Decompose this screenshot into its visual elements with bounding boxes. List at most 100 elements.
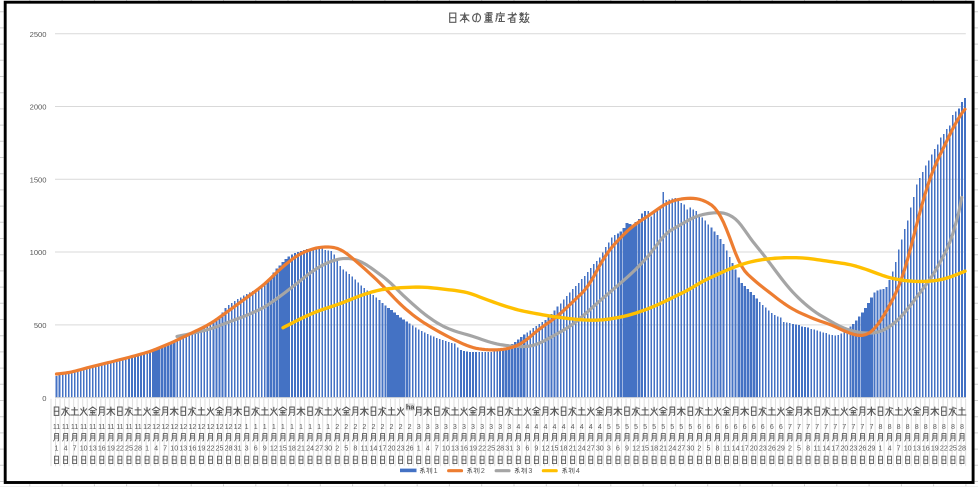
svg-text:4: 4 [553,423,557,431]
svg-text:11: 11 [62,423,69,431]
svg-text:20: 20 [750,444,758,452]
svg-text:4: 4 [589,423,593,431]
svg-text:12: 12 [179,423,187,431]
svg-text:3: 3 [507,423,511,431]
svg-text:12: 12 [632,444,640,452]
svg-text:7: 7 [163,444,167,452]
svg-text:24: 24 [578,444,586,452]
svg-text:10: 10 [170,444,178,452]
svg-text:21: 21 [297,444,305,452]
svg-text:11: 11 [89,423,96,431]
svg-text:3: 3 [426,423,430,431]
svg-text:2: 2 [390,423,394,431]
svg-text:19: 19 [107,444,115,452]
svg-text:8: 8 [888,423,892,431]
svg-text:ha: ha [406,403,416,412]
svg-text:20: 20 [840,444,848,452]
svg-text:6: 6 [254,444,258,452]
svg-text:4: 4 [64,444,68,452]
svg-text:28: 28 [496,444,504,452]
svg-text:2: 2 [335,423,339,431]
svg-text:1: 1 [308,423,312,431]
svg-text:3: 3 [480,423,484,431]
svg-text:8: 8 [806,444,810,452]
svg-text:4: 4 [571,423,575,431]
svg-text:7: 7 [797,423,801,431]
svg-text:28: 28 [225,444,233,452]
svg-text:4: 4 [525,423,529,431]
svg-text:2: 2 [381,423,385,431]
svg-text:19: 19 [197,444,205,452]
svg-text:11: 11 [53,423,60,431]
svg-text:14: 14 [369,444,377,452]
svg-text:26: 26 [768,444,776,452]
svg-text:4: 4 [580,423,584,431]
svg-text:18: 18 [650,444,658,452]
svg-text:12: 12 [188,423,196,431]
svg-text:4: 4 [598,423,602,431]
svg-text:1: 1 [245,423,249,431]
svg-text:22: 22 [478,444,486,452]
svg-text:2: 2 [408,423,412,431]
svg-text:16: 16 [460,444,468,452]
svg-text:1: 1 [317,423,321,431]
svg-text:12: 12 [234,423,242,431]
svg-text:5: 5 [652,423,656,431]
svg-text:500: 500 [34,321,47,330]
svg-text:10: 10 [442,444,450,452]
svg-text:4: 4 [576,467,580,475]
svg-text:4: 4 [543,423,547,431]
svg-text:8: 8 [915,423,919,431]
svg-text:3: 3 [498,423,502,431]
svg-text:8: 8 [924,423,928,431]
svg-text:17: 17 [741,444,749,452]
svg-text:22: 22 [206,444,214,452]
svg-text:7: 7 [788,423,792,431]
svg-text:27: 27 [587,444,595,452]
svg-text:1: 1 [417,444,421,452]
svg-text:10: 10 [904,444,912,452]
svg-text:8: 8 [716,444,720,452]
svg-text:7: 7 [73,444,77,452]
svg-text:4: 4 [426,444,430,452]
svg-text:12: 12 [216,423,224,431]
svg-text:5: 5 [679,423,683,431]
svg-text:8: 8 [906,423,910,431]
svg-text:8: 8 [951,423,955,431]
svg-text:7: 7 [833,423,837,431]
svg-text:23: 23 [849,444,857,452]
svg-text:5: 5 [797,444,801,452]
svg-text:4: 4 [888,444,892,452]
svg-text:3: 3 [528,467,532,475]
svg-text:6: 6 [779,423,783,431]
svg-text:2: 2 [697,444,701,452]
svg-text:12: 12 [197,423,205,431]
svg-text:22: 22 [940,444,948,452]
svg-text:6: 6 [716,423,720,431]
svg-text:1: 1 [299,423,303,431]
svg-text:2: 2 [344,423,348,431]
svg-text:11: 11 [361,444,368,452]
svg-text:21: 21 [569,444,577,452]
svg-text:7: 7 [897,444,901,452]
svg-text:4: 4 [534,423,538,431]
svg-text:18: 18 [288,444,296,452]
svg-text:7: 7 [815,423,819,431]
svg-text:2000: 2000 [30,103,47,112]
svg-text:6: 6 [725,423,729,431]
svg-text:6: 6 [761,423,765,431]
svg-text:5: 5 [616,423,620,431]
svg-text:8: 8 [879,423,883,431]
svg-text:8: 8 [933,423,937,431]
svg-text:0: 0 [42,394,46,403]
svg-text:6: 6 [525,444,529,452]
svg-text:12: 12 [542,444,550,452]
svg-text:1: 1 [263,423,267,431]
svg-text:2: 2 [353,423,357,431]
svg-text:8: 8 [353,444,357,452]
svg-text:2: 2 [788,444,792,452]
svg-text:6: 6 [697,423,701,431]
svg-text:7: 7 [842,423,846,431]
svg-text:19: 19 [931,444,939,452]
svg-text:5: 5 [706,444,710,452]
